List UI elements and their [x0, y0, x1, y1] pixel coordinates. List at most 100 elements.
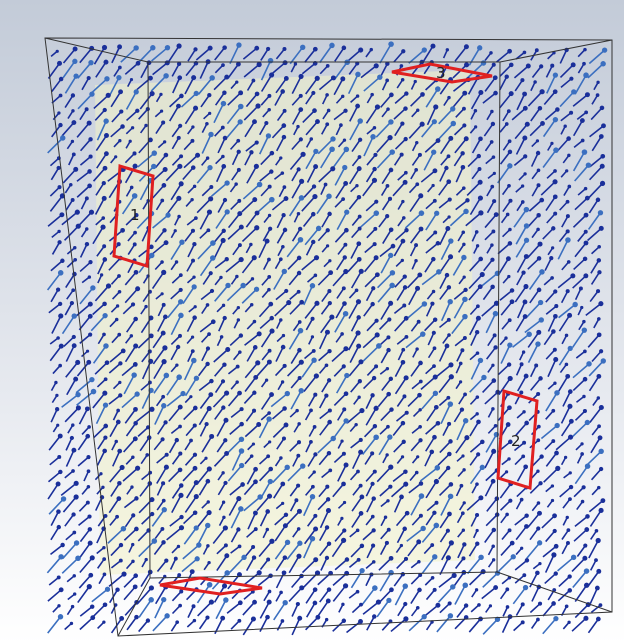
- arrow-head: [191, 229, 195, 233]
- arrow-head: [343, 138, 346, 141]
- port-label: 1: [130, 206, 140, 224]
- arrow-head: [121, 571, 126, 576]
- arrow-head: [525, 558, 529, 562]
- arrow-head: [134, 391, 139, 396]
- arrow-head: [85, 406, 90, 411]
- arrow-head: [581, 500, 585, 504]
- arrow-head: [237, 306, 240, 309]
- arrow-head: [508, 228, 512, 232]
- arrow-head: [447, 452, 452, 457]
- arrow-head: [241, 555, 246, 560]
- arrow-head: [225, 347, 230, 352]
- arrow-head: [402, 216, 406, 220]
- arrow-head: [402, 304, 406, 308]
- arrow-head: [389, 556, 394, 561]
- arrow-head: [311, 335, 314, 338]
- arrow-head: [538, 106, 543, 111]
- arrow-head: [432, 119, 437, 124]
- arrow-head: [480, 272, 485, 277]
- arrow-head: [224, 570, 230, 576]
- arrow-head: [384, 516, 387, 519]
- arrow-head: [161, 437, 165, 441]
- arrow-head: [431, 576, 435, 580]
- arrow-head: [299, 574, 303, 578]
- arrow-head: [452, 573, 457, 578]
- arrow-head: [175, 260, 178, 263]
- arrow-head: [102, 196, 107, 201]
- arrow-head: [178, 468, 183, 473]
- arrow-head: [87, 76, 91, 80]
- arrow-head: [553, 357, 558, 362]
- arrow-head: [596, 374, 601, 379]
- arrow-head: [207, 332, 211, 336]
- arrow-head: [342, 407, 346, 411]
- arrow-head: [115, 440, 118, 443]
- arrow-head: [433, 104, 438, 109]
- arrow-head: [326, 228, 330, 232]
- arrow-head: [57, 185, 61, 189]
- arrow-head: [327, 542, 331, 546]
- arrow-head: [432, 511, 436, 515]
- arrow-head: [265, 509, 270, 514]
- arrow-head: [71, 423, 74, 426]
- arrow-head: [252, 600, 257, 605]
- arrow-head: [553, 73, 558, 78]
- arrow-head: [297, 509, 302, 514]
- arrow-head: [253, 479, 258, 484]
- arrow-head: [267, 108, 270, 111]
- arrow-head: [315, 615, 320, 620]
- arrow-head: [194, 525, 199, 530]
- arrow-head: [118, 89, 123, 94]
- arrow-head: [72, 531, 76, 535]
- arrow-head: [523, 172, 526, 175]
- arrow-head: [580, 442, 583, 445]
- arrow-head: [297, 271, 301, 275]
- arrow-head: [476, 529, 479, 532]
- arrow-head: [435, 86, 441, 92]
- arrow-head: [75, 555, 81, 561]
- arrow-head: [462, 91, 467, 96]
- arrow-head: [209, 185, 213, 189]
- arrow-head: [446, 466, 450, 470]
- arrow-head: [313, 164, 318, 169]
- arrow-head: [415, 141, 418, 144]
- arrow-head: [119, 543, 123, 547]
- arrow-head: [101, 216, 105, 220]
- arrow-head: [583, 349, 587, 353]
- arrow-head: [327, 212, 331, 216]
- arrow-head: [436, 138, 441, 143]
- arrow-head: [504, 336, 507, 339]
- arrow-head: [386, 367, 389, 370]
- arrow-head: [553, 289, 557, 293]
- arrow-head: [281, 345, 286, 350]
- arrow-head: [568, 588, 572, 592]
- arrow-head: [342, 46, 347, 51]
- arrow-head: [400, 64, 404, 68]
- arrow-head: [104, 76, 109, 81]
- arrow-head: [580, 452, 584, 456]
- arrow-head: [190, 198, 193, 201]
- arrow-head: [60, 259, 64, 263]
- arrow-head: [582, 62, 586, 66]
- arrow-head: [569, 485, 573, 489]
- arrow-head: [536, 392, 540, 396]
- arrow-head: [492, 378, 497, 383]
- arrow-head: [524, 524, 529, 529]
- arrow-head: [600, 154, 605, 159]
- arrow-head: [358, 138, 362, 142]
- arrow-head: [298, 328, 304, 334]
- arrow-head: [359, 603, 363, 607]
- arrow-head: [535, 571, 540, 576]
- arrow-head: [224, 451, 229, 456]
- arrow-head: [550, 142, 553, 145]
- arrow-head: [268, 302, 273, 307]
- arrow-head: [572, 302, 577, 307]
- arrow-head: [600, 61, 605, 66]
- arrow-head: [207, 510, 212, 515]
- arrow-head: [224, 75, 229, 80]
- arrow-head: [524, 207, 530, 213]
- arrow-head: [508, 376, 513, 381]
- arrow-head: [283, 364, 287, 368]
- arrow-head: [447, 154, 451, 158]
- arrow-head: [71, 140, 74, 143]
